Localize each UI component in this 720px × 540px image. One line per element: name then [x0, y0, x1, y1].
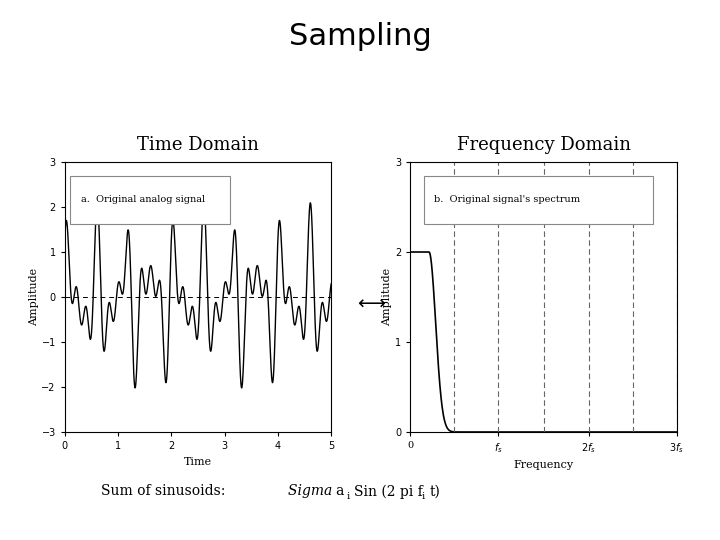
Text: i: i [422, 492, 426, 501]
Text: a: a [336, 484, 344, 498]
Text: $\longleftrightarrow$: $\longleftrightarrow$ [354, 293, 387, 312]
Text: b.  Original signal's spectrum: b. Original signal's spectrum [434, 195, 580, 204]
Text: Sum of sinusoids:: Sum of sinusoids: [101, 484, 238, 498]
Text: Sin (2 pi f: Sin (2 pi f [354, 484, 423, 498]
Text: i: i [346, 492, 350, 501]
X-axis label: Frequency: Frequency [513, 461, 574, 470]
Y-axis label: Amplitude: Amplitude [382, 268, 392, 326]
FancyBboxPatch shape [70, 176, 230, 224]
FancyBboxPatch shape [423, 176, 653, 224]
X-axis label: Time: Time [184, 457, 212, 467]
Text: a.  Original analog signal: a. Original analog signal [81, 195, 205, 204]
Text: Sampling: Sampling [289, 22, 431, 51]
Text: Frequency Domain: Frequency Domain [456, 136, 631, 154]
Y-axis label: Amplitude: Amplitude [29, 268, 39, 326]
Text: t): t) [429, 484, 440, 498]
Text: Time Domain: Time Domain [137, 136, 259, 154]
Text: Sigma: Sigma [288, 484, 337, 498]
